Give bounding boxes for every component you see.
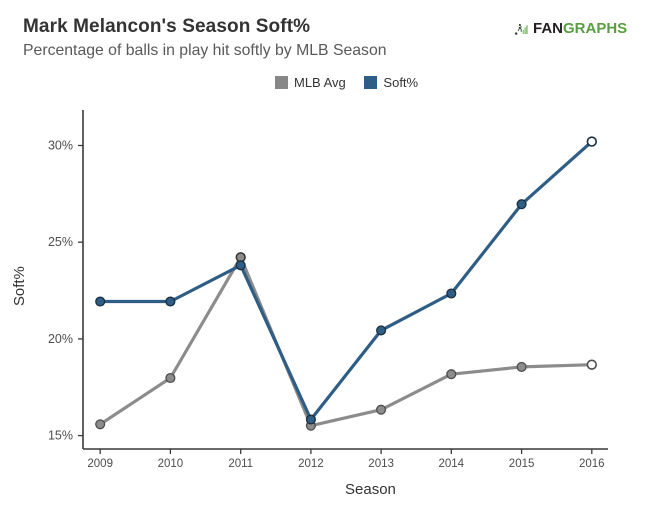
svg-text:30%: 30%	[48, 139, 73, 153]
svg-text:2010: 2010	[158, 458, 184, 470]
svg-text:15%: 15%	[48, 429, 73, 443]
svg-text:20%: 20%	[48, 332, 73, 346]
svg-text:2014: 2014	[439, 458, 465, 470]
svg-text:2016: 2016	[579, 458, 605, 470]
svg-text:2011: 2011	[228, 458, 253, 470]
svg-text:25%: 25%	[48, 235, 73, 249]
svg-text:2015: 2015	[509, 458, 535, 470]
svg-text:2009: 2009	[87, 458, 113, 470]
svg-text:2013: 2013	[368, 458, 394, 470]
svg-text:2012: 2012	[298, 458, 324, 470]
